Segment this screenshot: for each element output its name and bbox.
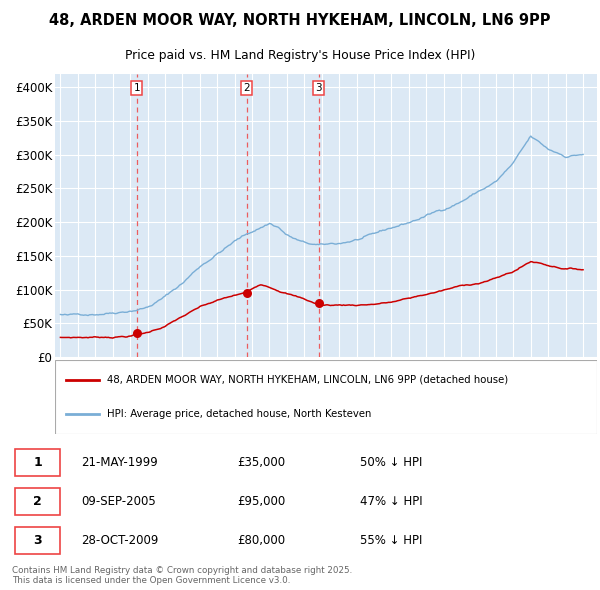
Text: 2: 2 (244, 83, 250, 93)
Text: 55% ↓ HPI: 55% ↓ HPI (360, 535, 422, 548)
FancyBboxPatch shape (55, 360, 597, 434)
Text: 2: 2 (33, 495, 42, 508)
Text: Price paid vs. HM Land Registry's House Price Index (HPI): Price paid vs. HM Land Registry's House … (125, 49, 475, 62)
Text: 1: 1 (33, 456, 42, 469)
Text: 28-OCT-2009: 28-OCT-2009 (81, 535, 158, 548)
Text: 50% ↓ HPI: 50% ↓ HPI (360, 456, 422, 469)
Text: 3: 3 (33, 535, 42, 548)
Text: 48, ARDEN MOOR WAY, NORTH HYKEHAM, LINCOLN, LN6 9PP: 48, ARDEN MOOR WAY, NORTH HYKEHAM, LINCO… (49, 13, 551, 28)
FancyBboxPatch shape (15, 527, 60, 555)
Text: Contains HM Land Registry data © Crown copyright and database right 2025.
This d: Contains HM Land Registry data © Crown c… (12, 566, 352, 585)
FancyBboxPatch shape (15, 449, 60, 476)
Text: 47% ↓ HPI: 47% ↓ HPI (360, 495, 422, 508)
Text: £95,000: £95,000 (237, 495, 285, 508)
Text: 09-SEP-2005: 09-SEP-2005 (81, 495, 156, 508)
Text: £35,000: £35,000 (237, 456, 285, 469)
Text: 1: 1 (133, 83, 140, 93)
Text: £80,000: £80,000 (237, 535, 285, 548)
FancyBboxPatch shape (15, 488, 60, 515)
Text: 21-MAY-1999: 21-MAY-1999 (81, 456, 158, 469)
Text: 3: 3 (316, 83, 322, 93)
Text: HPI: Average price, detached house, North Kesteven: HPI: Average price, detached house, Nort… (107, 409, 371, 419)
Text: 48, ARDEN MOOR WAY, NORTH HYKEHAM, LINCOLN, LN6 9PP (detached house): 48, ARDEN MOOR WAY, NORTH HYKEHAM, LINCO… (107, 375, 508, 385)
